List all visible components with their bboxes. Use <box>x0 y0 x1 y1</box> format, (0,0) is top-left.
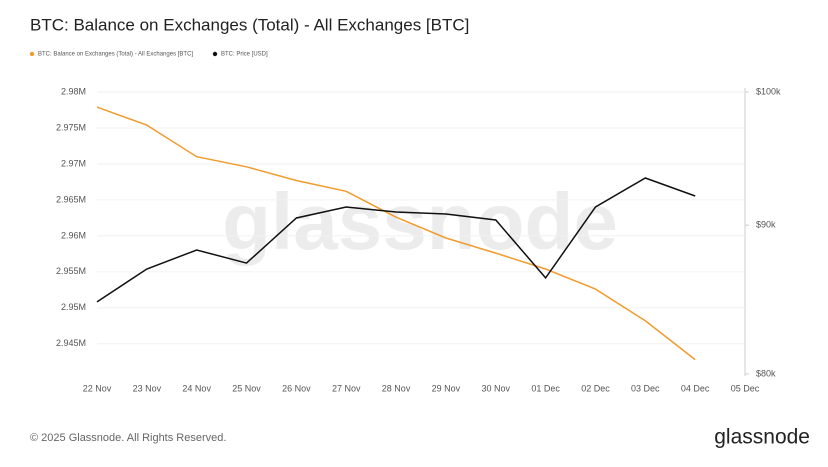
y-tick-label: 2.95M <box>61 302 86 312</box>
y2-tick-label: $100k <box>756 86 781 96</box>
x-tick-label: 24 Nov <box>182 383 211 393</box>
x-tick-label: 01 Dec <box>531 383 560 393</box>
x-tick-label: 23 Nov <box>133 383 162 393</box>
y2-tick-label: $90k <box>756 220 776 230</box>
x-tick-label: 27 Nov <box>332 383 361 393</box>
series-line <box>96 177 696 303</box>
series-line <box>96 106 696 361</box>
x-tick-label: 03 Dec <box>631 383 660 393</box>
footer: © 2025 Glassnode. All Rights Reserved. <box>30 432 226 444</box>
legend-swatch <box>29 51 35 57</box>
legend-label: BTC: Price [USD] <box>221 52 268 58</box>
x-tick-label: 28 Nov <box>382 383 411 393</box>
x-tick-label: 05 Dec <box>731 383 760 393</box>
x-tick-label: 26 Nov <box>282 383 311 393</box>
x-tick-label: 25 Nov <box>232 383 261 393</box>
x-tick-label: 02 Dec <box>581 383 610 393</box>
y2-tick-label: $80k <box>756 368 776 378</box>
y-tick-label: 2.955M <box>56 266 86 276</box>
y-tick-label: 2.96M <box>61 230 86 240</box>
x-tick-label: 30 Nov <box>482 383 511 393</box>
y-tick-label: 2.965M <box>56 194 86 204</box>
y-tick-label: 2.975M <box>56 122 86 132</box>
x-tick-label: 29 Nov <box>432 383 461 393</box>
x-tick-label: 22 Nov <box>83 383 112 393</box>
x-tick-label: 04 Dec <box>681 383 710 393</box>
y-tick-label: 2.945M <box>56 338 86 348</box>
y-tick-label: 2.97M <box>61 158 86 168</box>
logo: glassnode <box>714 426 810 449</box>
watermark: glassnode <box>222 177 618 266</box>
legend-label: BTC: Balance on Exchanges (Total) - All … <box>38 52 193 58</box>
chart-title: BTC: Balance on Exchanges (Total) - All … <box>30 15 469 34</box>
y-tick-label: 2.98M <box>61 86 86 96</box>
legend-swatch <box>212 51 218 57</box>
